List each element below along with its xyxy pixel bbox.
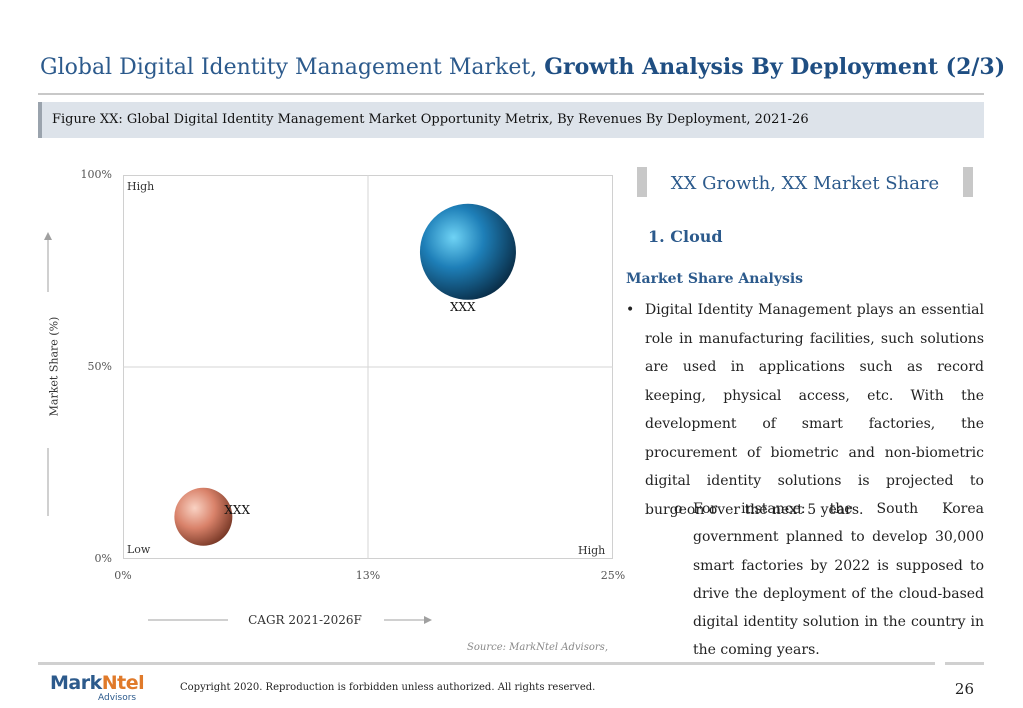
bubble-point (174, 487, 233, 546)
logo-mark: MarkNtel (50, 672, 145, 694)
corner-label-high-x: High (578, 544, 606, 557)
x-axis-label: CAGR 2021-2026F (248, 613, 362, 627)
logo-subtitle: Advisors (98, 693, 137, 703)
bubble-label: XXX (224, 502, 250, 517)
title-divider (38, 93, 984, 95)
figure-caption: Figure XX: Global Digital Identity Manag… (52, 112, 809, 127)
circle-bullet-icon: o (674, 501, 683, 517)
bullet-dot-icon: • (626, 302, 635, 318)
bubble-label: XXX (449, 299, 476, 314)
x-axis-arrow (148, 616, 432, 624)
footer-divider-short (945, 662, 984, 665)
y-tick-label: 100% (80, 168, 112, 181)
y-tick-label: 50% (87, 360, 112, 373)
growth-heading: XX Growth, XX Market Share (670, 173, 940, 194)
y-axis-arrow (44, 232, 52, 516)
page-title-regular: Global Digital Identity Management Marke… (40, 55, 545, 80)
growth-heading-box: XX Growth, XX Market Share (637, 167, 973, 197)
corner-label-high-y: High (127, 180, 155, 193)
page-number: 26 (954, 680, 974, 698)
x-tick-label: 0% (114, 569, 132, 582)
y-axis-label: Market Share (%) (47, 316, 61, 417)
bubble-point (419, 203, 516, 300)
bullet-text: Digital Identity Management plays an ess… (645, 302, 984, 518)
bubble-chart (123, 175, 613, 559)
figure-caption-bar: Figure XX: Global Digital Identity Manag… (38, 102, 984, 138)
footer-divider (38, 662, 935, 665)
section-title: Market Share Analysis (626, 271, 804, 287)
x-tick-label: 25% (600, 569, 626, 582)
chart-plot-area (123, 175, 613, 559)
analysis-sub-bullet: o For instance: the South Korea governme… (674, 495, 984, 665)
heading-bar-left (637, 167, 647, 197)
analysis-bullet: • Digital Identity Management plays an e… (626, 296, 984, 524)
company-logo: MarkNtel Advisors (50, 672, 145, 703)
corner-label-low: Low (127, 543, 151, 556)
heading-bar-right (963, 167, 973, 197)
sub-bullet-text: For instance: the South Korea government… (693, 501, 984, 659)
page-title: Global Digital Identity Management Marke… (40, 54, 1005, 80)
x-tick-label: 13% (355, 569, 381, 582)
page-title-bold: Growth Analysis By Deployment (2/3) (544, 54, 1006, 80)
y-tick-label: 0% (94, 552, 112, 565)
segment-heading: 1. Cloud (648, 227, 723, 246)
copyright-notice: Copyright 2020. Reproduction is forbidde… (180, 682, 596, 693)
source-note: Source: MarkNtel Advisors, (467, 642, 608, 653)
